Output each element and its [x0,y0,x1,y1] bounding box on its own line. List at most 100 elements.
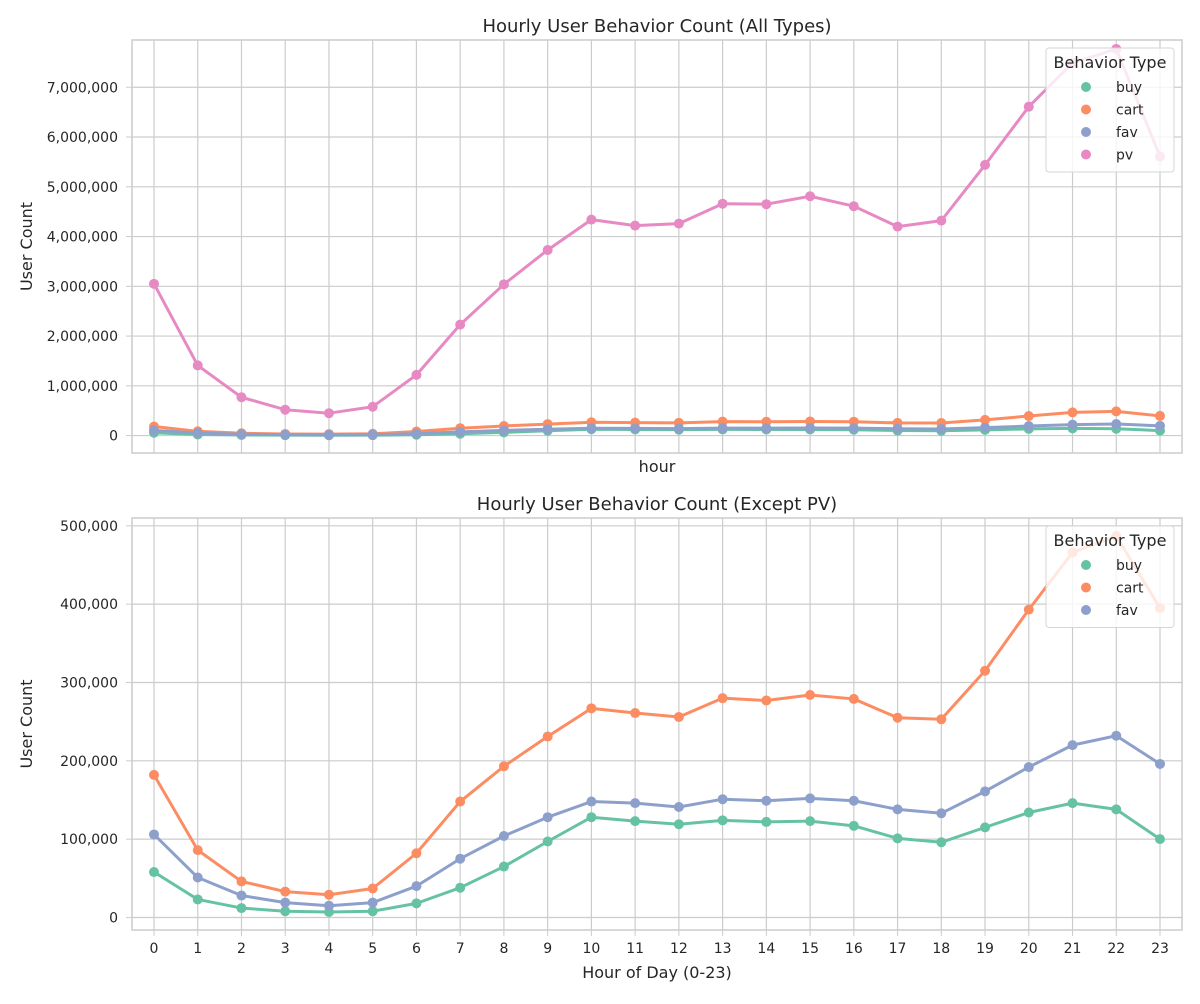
y-tick-label: 4,000,000 [47,230,118,246]
data-point-buy [1111,804,1122,815]
y-tick-label: 2,000,000 [47,329,118,345]
data-point-fav [673,423,684,434]
data-point-fav [323,429,334,440]
data-point-buy [848,820,859,831]
data-point-fav [1155,420,1165,431]
data-point-fav [630,423,641,434]
data-point-pv [236,392,247,403]
data-point-buy [1023,807,1034,818]
legend-label-cart: cart [1116,103,1144,119]
data-point-fav [455,853,466,864]
y-tick-label: 0 [109,429,118,445]
data-point-buy [192,894,203,905]
x-tick-label: 23 [1151,941,1169,957]
legend-label-buy: buy [1116,80,1142,96]
x-tick-label: 21 [1064,941,1082,957]
data-point-fav [1067,740,1078,751]
data-point-fav [1067,419,1078,430]
legend-marker-buy [1081,82,1091,92]
data-point-buy [455,882,466,893]
plot-frame [131,517,1183,931]
data-point-buy [1155,834,1165,845]
data-point-fav [586,423,597,434]
y-tick-label: 100,000 [60,832,118,848]
chart-panel-1: 0 1,000,000 2,000,000 3,000,000 4,000,000 5,0… [17,16,1183,476]
x-tick-label: 8 [499,941,508,957]
data-point-cart [192,845,203,856]
series-line-pv [152,47,1162,415]
series-line-fav [152,422,1162,437]
data-point-buy [149,867,159,878]
data-point-cart [455,796,466,807]
series-fav [149,730,1165,911]
x-tick-label: 18 [932,941,950,957]
legend-label-fav: fav [1116,125,1138,141]
data-point-fav [280,429,291,440]
data-point-buy [498,861,509,872]
x-tick-label: 17 [889,941,907,957]
data-point-cart [149,769,159,780]
legend-label-buy: buy [1116,558,1142,574]
data-point-pv [323,408,334,419]
data-point-fav [936,423,947,434]
data-point-fav [498,831,509,842]
x-tick-label: 13 [714,941,732,957]
data-point-fav [236,429,247,440]
data-point-fav [1023,762,1034,773]
data-point-fav [367,897,378,908]
data-point-fav [936,808,947,819]
legend: Behavior Type buy cart fav [1045,525,1175,628]
series-fav [149,419,1165,440]
legend-marker-cart [1081,582,1091,593]
legend-marker-fav [1081,605,1091,615]
x-tick-label: 1 [193,941,202,957]
x-tick-label: 22 [1107,941,1125,957]
series-line-fav [152,734,1162,908]
data-point-cart [280,886,291,897]
data-point-cart [980,665,991,676]
y-tick-label: 300,000 [60,675,118,691]
x-tick-label: 10 [582,941,600,957]
data-point-pv [980,159,991,170]
y-tick-label: 6,000,000 [47,130,118,146]
x-tick-label: 9 [543,941,552,957]
legend-box [1045,525,1175,628]
data-point-cart [805,690,816,701]
plot-frame [131,39,1183,454]
chart-title: Hourly User Behavior Count (All Types) [482,16,831,37]
data-point-fav [805,423,816,434]
data-point-cart [498,761,509,772]
data-point-buy [805,816,816,827]
data-point-fav [717,423,728,434]
data-point-fav [892,804,903,815]
data-point-cart [761,695,772,706]
data-point-cart [1023,411,1034,422]
data-point-fav [542,812,553,823]
data-point-fav [1111,419,1122,430]
data-point-pv [367,401,378,412]
data-point-cart [323,889,334,900]
data-point-cart [586,703,597,714]
data-point-fav [848,795,859,806]
data-point-buy [280,906,291,917]
data-point-cart [367,883,378,894]
data-point-buy [936,837,947,848]
x-tick-label: 0 [150,941,159,957]
legend-marker-fav [1081,127,1091,137]
legend-label-pv: pv [1116,148,1133,164]
series-buy [149,798,1165,917]
legend-marker-pv [1081,149,1091,160]
legend: Behavior Type buy cart fav pv [1045,47,1175,173]
data-point-fav [542,424,553,435]
data-point-pv [892,221,903,232]
data-point-fav [980,786,991,797]
data-point-pv [717,198,728,209]
x-tick-label: 19 [976,941,994,957]
data-point-fav [149,829,159,840]
x-tick-label: 20 [1020,941,1038,957]
series-line-cart [152,534,1162,897]
data-point-pv [586,214,597,225]
x-tick-label: 3 [281,941,290,957]
